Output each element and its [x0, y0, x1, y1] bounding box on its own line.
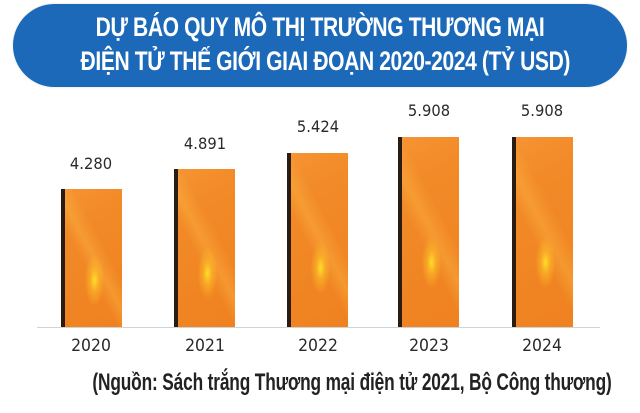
- year-label-2024: 2024: [522, 336, 562, 356]
- bar-2022: [287, 153, 348, 327]
- title-banner: DỰ BÁO QUY MÔ THỊ TRƯỜNG THƯƠNG MẠI ĐIỆN…: [13, 4, 627, 87]
- value-label-2023: 5.908: [407, 101, 451, 120]
- bar-2021: [174, 169, 235, 327]
- year-label-2022: 2022: [298, 336, 338, 356]
- chart-title-line-1: DỰ BÁO QUY MÔ THỊ TRƯỜNG THƯƠNG MẠI: [95, 12, 545, 42]
- value-label-2021: 4.891: [183, 134, 227, 153]
- x-axis-baseline: [37, 327, 600, 328]
- bar-2020: [61, 189, 122, 327]
- value-label-2022: 5.424: [296, 117, 340, 136]
- source-note: (Nguồn: Sách trắng Thương mại điện tử 20…: [92, 369, 612, 396]
- value-label-2020: 4.280: [69, 154, 113, 173]
- year-label-2021: 2021: [185, 336, 225, 356]
- year-label-2023: 2023: [409, 336, 449, 356]
- chart-title-line-2: ĐIỆN TỬ THẾ GIỚI GIAI ĐOẠN 2020-2024 (TỶ…: [80, 46, 571, 76]
- bar-2023: [398, 137, 459, 327]
- year-label-2020: 2020: [71, 336, 111, 356]
- value-label-2024: 5.908: [520, 101, 564, 120]
- bar-2024: [512, 137, 573, 327]
